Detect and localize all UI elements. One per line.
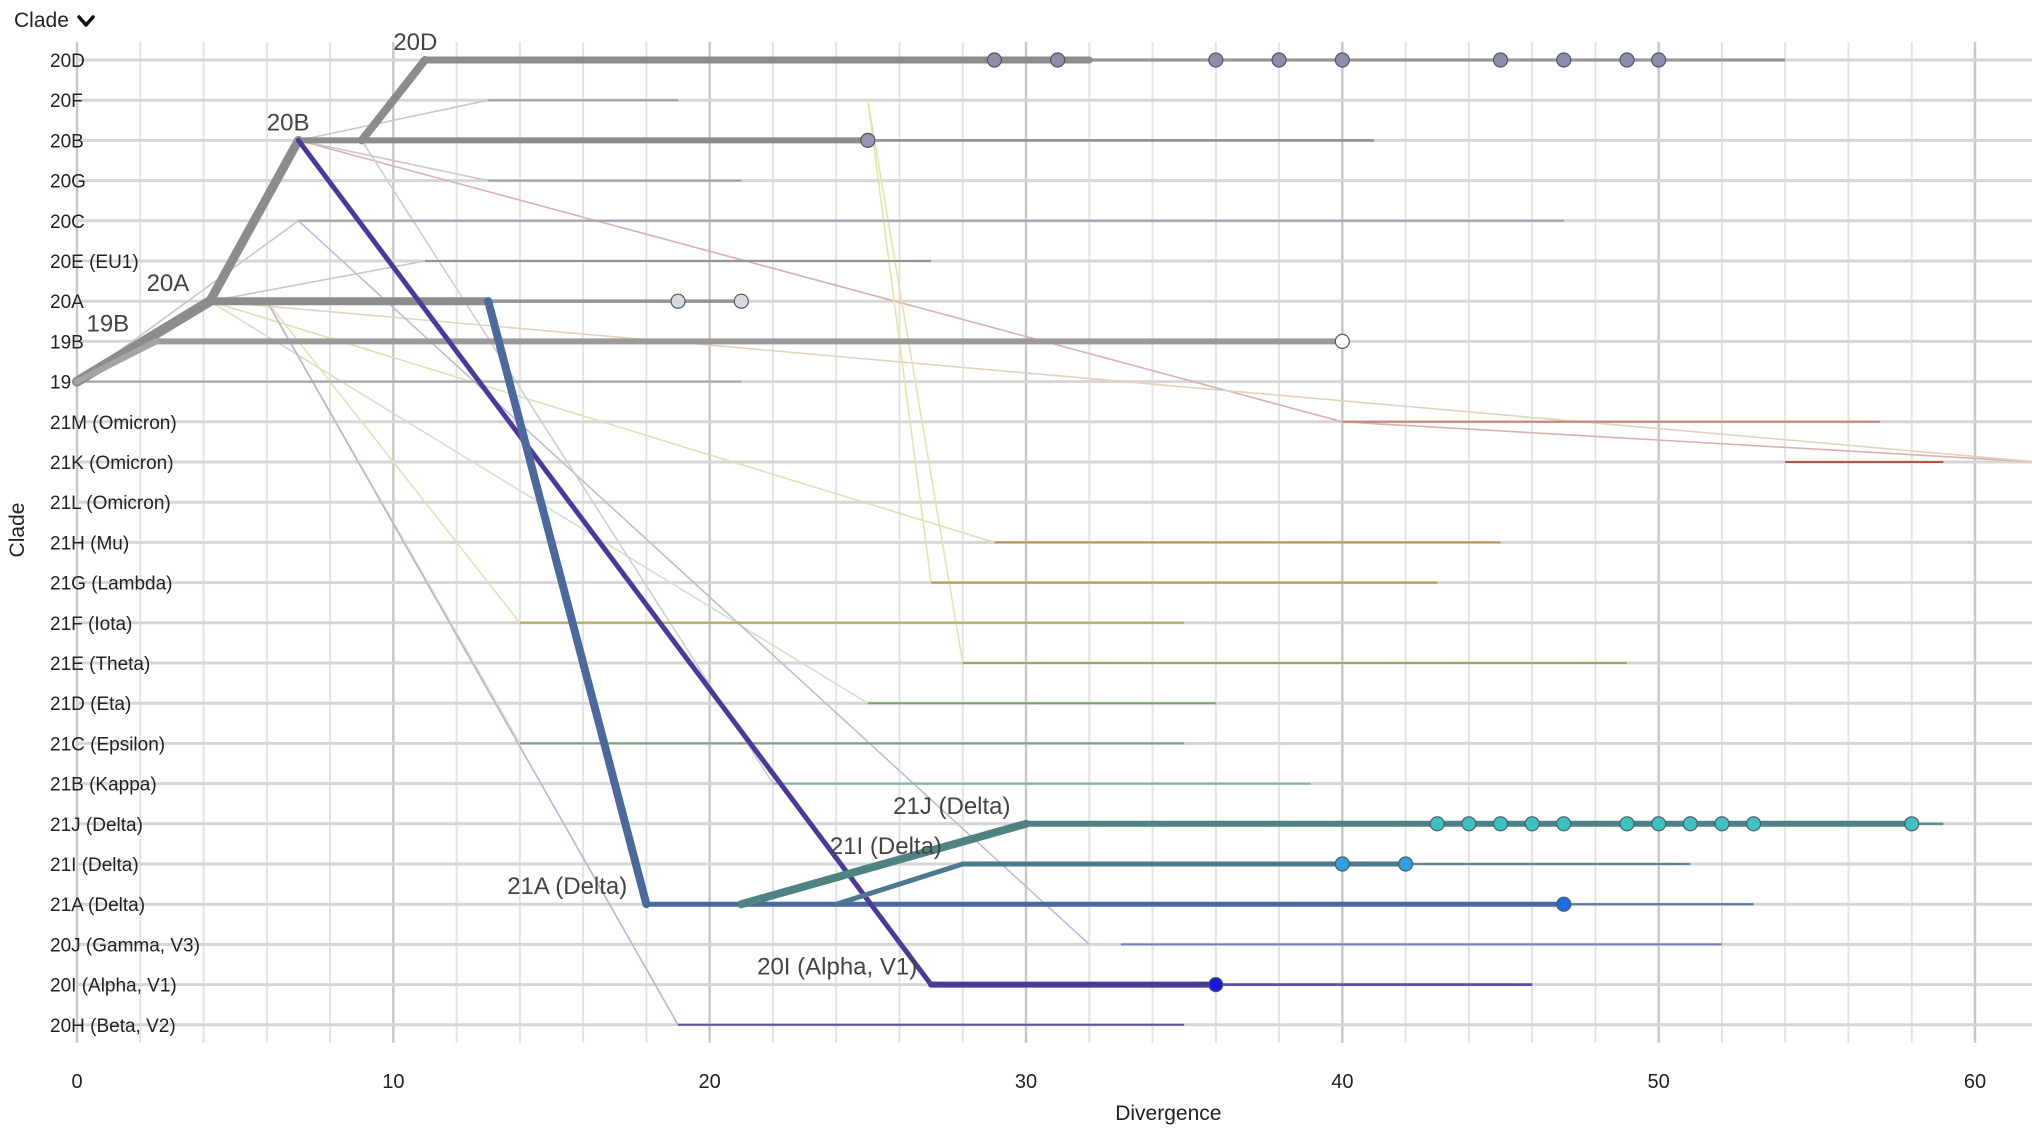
data-point <box>1461 816 1477 832</box>
y-axis-title: Clade <box>6 503 29 558</box>
data-point <box>1429 816 1445 832</box>
y-tick-label: 20G <box>50 172 86 193</box>
data-point <box>1556 52 1572 68</box>
y-tick-label: 19B <box>50 332 84 353</box>
node-label: 21I (Delta) <box>830 833 942 860</box>
node-label: 20D <box>393 29 437 56</box>
y-tick-label: 20F <box>50 91 83 112</box>
y-tick-label: 21M (Omicron) <box>50 413 177 434</box>
data-point <box>1651 52 1667 68</box>
data-point <box>1682 816 1698 832</box>
node-labels: 20D 20B 20A 19B 21J (Delta) 21I (Delta) 21A (D… <box>86 29 1010 981</box>
data-point <box>1619 52 1635 68</box>
clade-selector-label: Clade <box>14 9 69 32</box>
y-tick-label: 21B (Kappa) <box>50 775 157 796</box>
connector-line <box>867 100 964 664</box>
data-point <box>1208 52 1224 68</box>
node-label: 20I (Alpha, V1) <box>757 954 917 981</box>
branch-lines <box>72 56 1030 988</box>
branch-line <box>484 297 651 909</box>
connector-line <box>266 300 679 1026</box>
data-point <box>1334 333 1350 349</box>
x-tick-label: 50 <box>1648 1071 1670 1093</box>
branch-line <box>205 135 303 306</box>
y-tick-label: 21J (Delta) <box>50 815 143 836</box>
y-tick-label: 21K (Omicron) <box>50 453 174 474</box>
data-point <box>1556 896 1572 912</box>
data-point <box>1334 52 1350 68</box>
branch-line <box>737 819 1030 909</box>
y-tick-label: 20D <box>50 51 85 72</box>
y-tick-label: 20E (EU1) <box>50 252 139 273</box>
y-tick-label: 21D (Eta) <box>50 694 131 715</box>
y-tick-label: 20C <box>50 212 85 233</box>
data-point <box>733 293 749 309</box>
node-label: 20A <box>147 270 190 297</box>
data-point <box>1651 816 1667 832</box>
y-tick-label: 21L (Omicron) <box>50 493 171 514</box>
node-label: 20B <box>267 109 310 136</box>
y-tick-label: 20H (Beta, V2) <box>50 1016 176 1037</box>
connector-line <box>361 139 774 785</box>
data-point <box>1208 976 1224 993</box>
x-tick-label: 40 <box>1331 1071 1353 1093</box>
data-point <box>1556 816 1572 832</box>
y-tick-label: 20J (Gamma, V3) <box>50 935 200 956</box>
y-tick-label: 19 <box>50 373 71 394</box>
y-tick-label: 20B <box>50 131 84 152</box>
data-point <box>1492 52 1509 68</box>
data-point <box>1334 856 1350 872</box>
branch-line <box>295 137 934 988</box>
x-axis-title: Divergence <box>1115 1102 1221 1125</box>
y-tick-label: 20A <box>50 292 84 313</box>
connector-line <box>298 139 489 182</box>
y-tick-label: 21C (Epsilon) <box>50 734 165 755</box>
data-point <box>1904 816 1920 832</box>
y-tick-label: 21I (Delta) <box>50 855 139 876</box>
clade-selector[interactable]: Clade <box>14 6 95 36</box>
node-label: 21A (Delta) <box>507 873 627 900</box>
x-tick-label: 60 <box>1964 1071 1986 1093</box>
connector-line <box>298 99 489 142</box>
x-tick-label: 10 <box>382 1071 404 1093</box>
data-point <box>986 52 1002 68</box>
node-label: 21J (Delta) <box>893 793 1010 820</box>
y-tick-label: 21H (Mu) <box>50 533 129 554</box>
data-point <box>1619 816 1635 832</box>
y-tick-label: 21G (Lambda) <box>50 574 173 595</box>
data-point <box>1714 816 1730 832</box>
data-point <box>1492 816 1509 832</box>
x-tick-label: 0 <box>71 1071 82 1093</box>
connector-line <box>298 139 1343 423</box>
data-point <box>1397 856 1414 872</box>
connector-line <box>1342 421 2032 463</box>
x-tick-labels: 0 10 20 30 40 50 60 <box>71 1071 1986 1093</box>
node-label: 19B <box>86 310 129 337</box>
data-point <box>1271 52 1287 68</box>
x-tick-label: 30 <box>1015 1071 1037 1093</box>
connector-line <box>209 260 426 302</box>
data-point <box>670 293 686 309</box>
y-tick-label: 20I (Alpha, V1) <box>50 976 177 997</box>
data-point <box>1050 52 1066 68</box>
branch-line <box>833 861 966 907</box>
data-point <box>1524 816 1540 832</box>
data-points <box>670 52 1920 993</box>
connector-lines <box>76 99 2032 1026</box>
branch-line <box>357 56 429 145</box>
branch-line <box>74 338 160 385</box>
data-point <box>860 132 876 148</box>
y-tick-label: 21F (Iota) <box>50 614 132 635</box>
x-tick-label: 20 <box>699 1071 721 1093</box>
connector-line <box>266 300 521 624</box>
connector-line <box>209 300 2032 463</box>
data-point <box>1745 816 1762 832</box>
chevron-down-icon <box>77 14 95 28</box>
y-tick-label: 21A (Delta) <box>50 895 145 916</box>
y-tick-label: 21E (Theta) <box>50 654 150 675</box>
